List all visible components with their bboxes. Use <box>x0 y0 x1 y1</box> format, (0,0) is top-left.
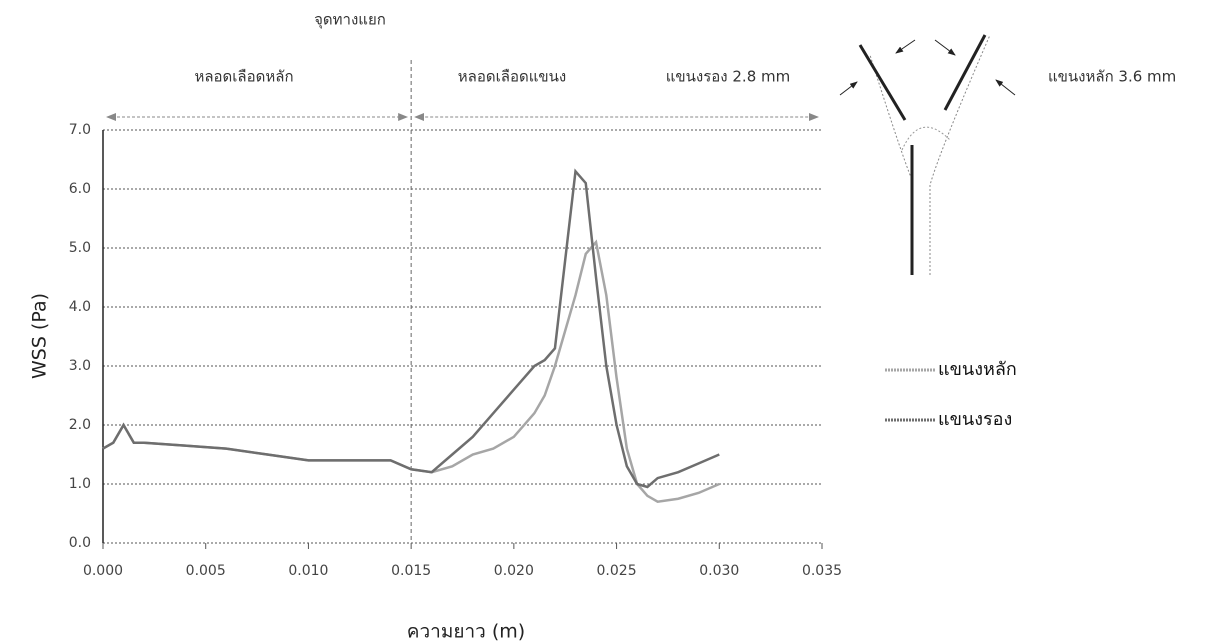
x-tick-label: 0.030 <box>699 563 739 579</box>
y-tick-label: 1.0 <box>69 476 91 492</box>
y-tick-label: 5.0 <box>69 240 91 256</box>
x-tick-label: 0.020 <box>494 563 534 579</box>
y-tick-label: 4.0 <box>69 299 91 315</box>
x-tick-label: 0.010 <box>288 563 328 579</box>
main-vessel-label: หลอดเลือดหลัก <box>194 68 293 86</box>
y-tick-label: 3.0 <box>69 358 91 374</box>
y-axis-title: WSS (Pa) <box>29 293 51 379</box>
y-tick-label: 6.0 <box>69 181 91 197</box>
x-tick-label: 0.025 <box>597 563 637 579</box>
x-tick-label: 0.015 <box>391 563 431 579</box>
legend-label: แขนงหลัก <box>938 359 1017 380</box>
secondary-size-label: แขนงรอง 2.8 mm <box>666 68 791 86</box>
y-tick-label: 7.0 <box>69 122 91 138</box>
x-tick-label: 0.035 <box>802 563 842 579</box>
x-tick-label: 0.000 <box>83 563 123 579</box>
y-tick-label: 0.0 <box>69 535 91 551</box>
legend-label: แขนงรอง <box>938 409 1012 430</box>
y-tick-label: 2.0 <box>69 417 91 433</box>
vessel-diagram <box>839 34 1016 275</box>
x-tick-label: 0.005 <box>186 563 226 579</box>
main-size-label: แขนงหลัก 3.6 mm <box>1048 68 1176 86</box>
series-line <box>102 168 720 489</box>
x-axis-title: ความยาว (m) <box>407 621 525 643</box>
branch-vessel-label: หลอดเลือดแขนง <box>458 68 566 86</box>
junction-label: จุดทางแยก <box>314 11 386 30</box>
